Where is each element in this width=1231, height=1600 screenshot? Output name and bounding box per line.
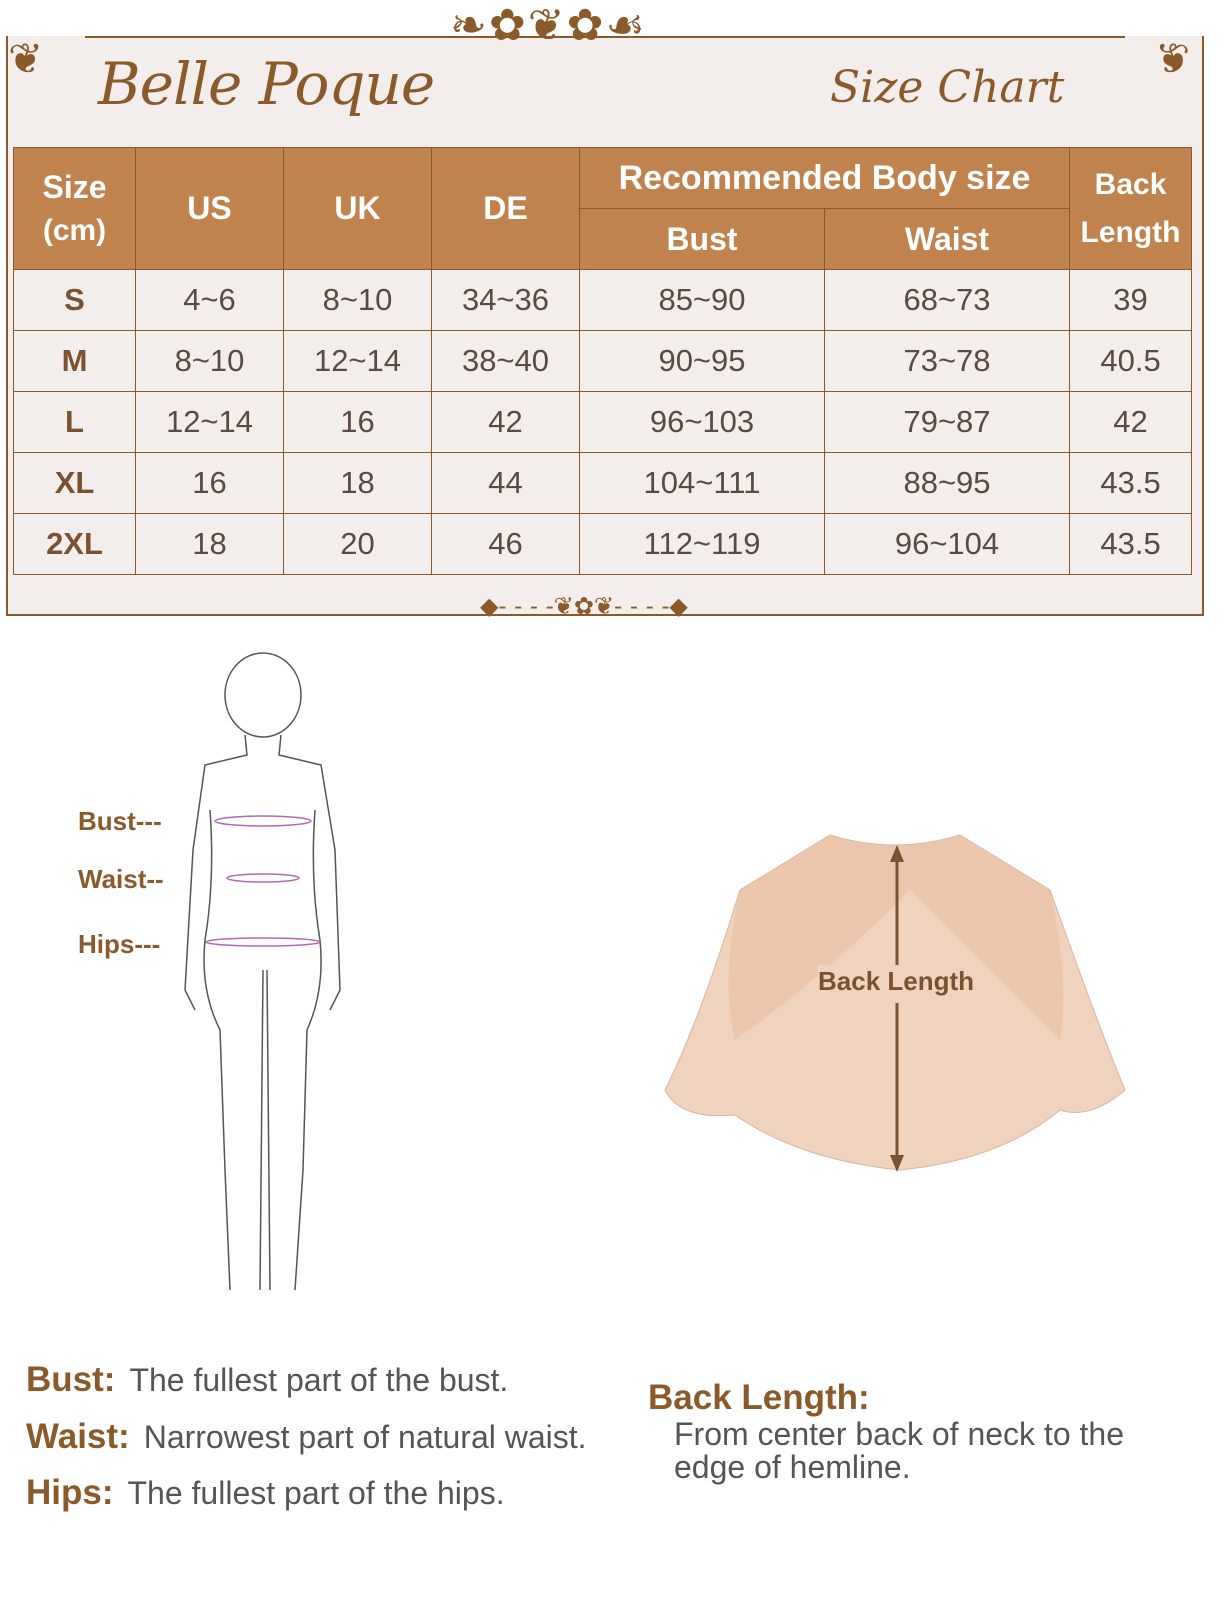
size-cell: 2XL xyxy=(13,513,136,575)
size-cell: L xyxy=(13,391,136,453)
table-cell: 40.5 xyxy=(1069,330,1193,392)
table-cell: 12~14 xyxy=(135,391,284,453)
table-cell: 18 xyxy=(135,513,284,575)
table-cell: 4~6 xyxy=(135,269,284,331)
table-cell: 85~90 xyxy=(579,269,825,331)
bust-line xyxy=(214,815,312,827)
header-us: US xyxy=(135,147,284,270)
bust-definition: Bust: The fullest part of the bust. xyxy=(26,1360,508,1400)
hips-definition-label: Hips: xyxy=(26,1473,114,1512)
size-table: Size (cm) US UK DE Recommended Body size … xyxy=(13,147,1193,575)
table-cell: 88~95 xyxy=(823,452,1071,514)
header-back-label: Back xyxy=(1094,167,1167,201)
chart-title: Size Chart xyxy=(830,62,1065,113)
back-length-definition-text: From center back of neck to the edge of h… xyxy=(674,1418,1124,1484)
cape-sequin-panel xyxy=(728,835,1064,1040)
body-outline xyxy=(184,734,341,1011)
waist-marker-label: Waist-- xyxy=(78,864,164,894)
corner-ornament-icon: ❦ xyxy=(8,34,44,83)
table-cell: 39 xyxy=(1069,269,1193,331)
table-cell: 8~10 xyxy=(283,269,432,331)
header-size: Size (cm) xyxy=(13,147,136,270)
arrow-label-bg xyxy=(818,965,976,1003)
table-cell: 104~111 xyxy=(579,452,825,514)
hips-definition: Hips: The fullest part of the hips. xyxy=(26,1473,505,1513)
corner-ornament-icon: ❦ xyxy=(1155,34,1191,83)
brand-logo: Belle Poque xyxy=(98,50,435,118)
table-row: L 12~14 16 42 96~103 79~87 42 xyxy=(13,391,1193,453)
header-recommended: Recommended Body size xyxy=(578,147,1071,209)
top-ornament-icon: ❧✿❦✿☙ xyxy=(450,0,647,51)
table-row: S 4~6 8~10 34~36 85~90 68~73 39 xyxy=(13,269,1193,331)
table-cell: 38~40 xyxy=(431,330,580,392)
table-cell: 42 xyxy=(1069,391,1193,453)
table-cell: 43.5 xyxy=(1069,452,1193,514)
header-waist: Waist xyxy=(823,208,1071,270)
size-cell: XL xyxy=(13,452,136,514)
waist-definition-label: Waist: xyxy=(26,1417,130,1456)
table-cell: 43.5 xyxy=(1069,513,1193,575)
table-cell: 68~73 xyxy=(823,269,1071,331)
leg-outline xyxy=(203,809,322,1291)
table-cell: 20 xyxy=(283,513,432,575)
back-length-arrow-label: Back Length xyxy=(818,966,975,996)
table-cell: 16 xyxy=(283,391,432,453)
header-size-unit: (cm) xyxy=(42,214,107,247)
hips-definition-text: The fullest part of the hips. xyxy=(127,1475,505,1511)
body-figure-drawing xyxy=(184,652,341,1291)
back-length-definition-label: Back Length: xyxy=(648,1378,870,1417)
table-cell: 46 xyxy=(431,513,580,575)
size-cell: S xyxy=(13,269,136,331)
table-row: XL 16 18 44 104~111 88~95 43.5 xyxy=(13,452,1193,514)
table-cell: 112~119 xyxy=(579,513,825,575)
waist-definition-text: Narrowest part of natural waist. xyxy=(143,1419,587,1455)
table-cell: 73~78 xyxy=(823,330,1071,392)
header-length-label: Length xyxy=(1080,215,1181,249)
head-shape xyxy=(224,652,302,738)
header-bust: Bust xyxy=(579,208,825,270)
table-cell: 8~10 xyxy=(135,330,284,392)
bust-definition-text: The fullest part of the bust. xyxy=(129,1362,509,1398)
bust-marker-label: Bust--- xyxy=(78,806,162,836)
header-size-label: Size xyxy=(42,169,107,205)
table-cell: 12~14 xyxy=(283,330,432,392)
cape-product-image xyxy=(664,834,1126,1172)
header-de: DE xyxy=(431,147,580,270)
size-cell: M xyxy=(13,330,136,392)
table-row: 2XL 18 20 46 112~119 96~104 43.5 xyxy=(13,513,1193,575)
table-cell: 79~87 xyxy=(823,391,1071,453)
bottom-ornament-icon: ◆- - - -❦✿❦- - - -◆ xyxy=(480,592,688,620)
waist-definition: Waist: Narrowest part of natural waist. xyxy=(26,1417,587,1457)
header-back-length: Back Length xyxy=(1069,147,1193,270)
table-cell: 96~104 xyxy=(823,513,1071,575)
hips-marker-label: Hips--- xyxy=(78,929,161,959)
table-cell: 18 xyxy=(283,452,432,514)
table-cell: 96~103 xyxy=(579,391,825,453)
header-uk: UK xyxy=(283,147,432,270)
waist-line xyxy=(226,873,300,883)
frame-top-line xyxy=(85,36,1125,38)
table-cell: 90~95 xyxy=(579,330,825,392)
bust-definition-label: Bust: xyxy=(26,1360,116,1399)
table-cell: 42 xyxy=(431,391,580,453)
table-cell: 34~36 xyxy=(431,269,580,331)
back-length-text-line-1: From center back of neck to the xyxy=(674,1416,1124,1452)
hips-line xyxy=(205,937,321,947)
table-cell: 16 xyxy=(135,452,284,514)
table-cell: 44 xyxy=(431,452,580,514)
table-row: M 8~10 12~14 38~40 90~95 73~78 40.5 xyxy=(13,330,1193,392)
back-length-text-line-2: edge of hemline. xyxy=(674,1449,911,1485)
